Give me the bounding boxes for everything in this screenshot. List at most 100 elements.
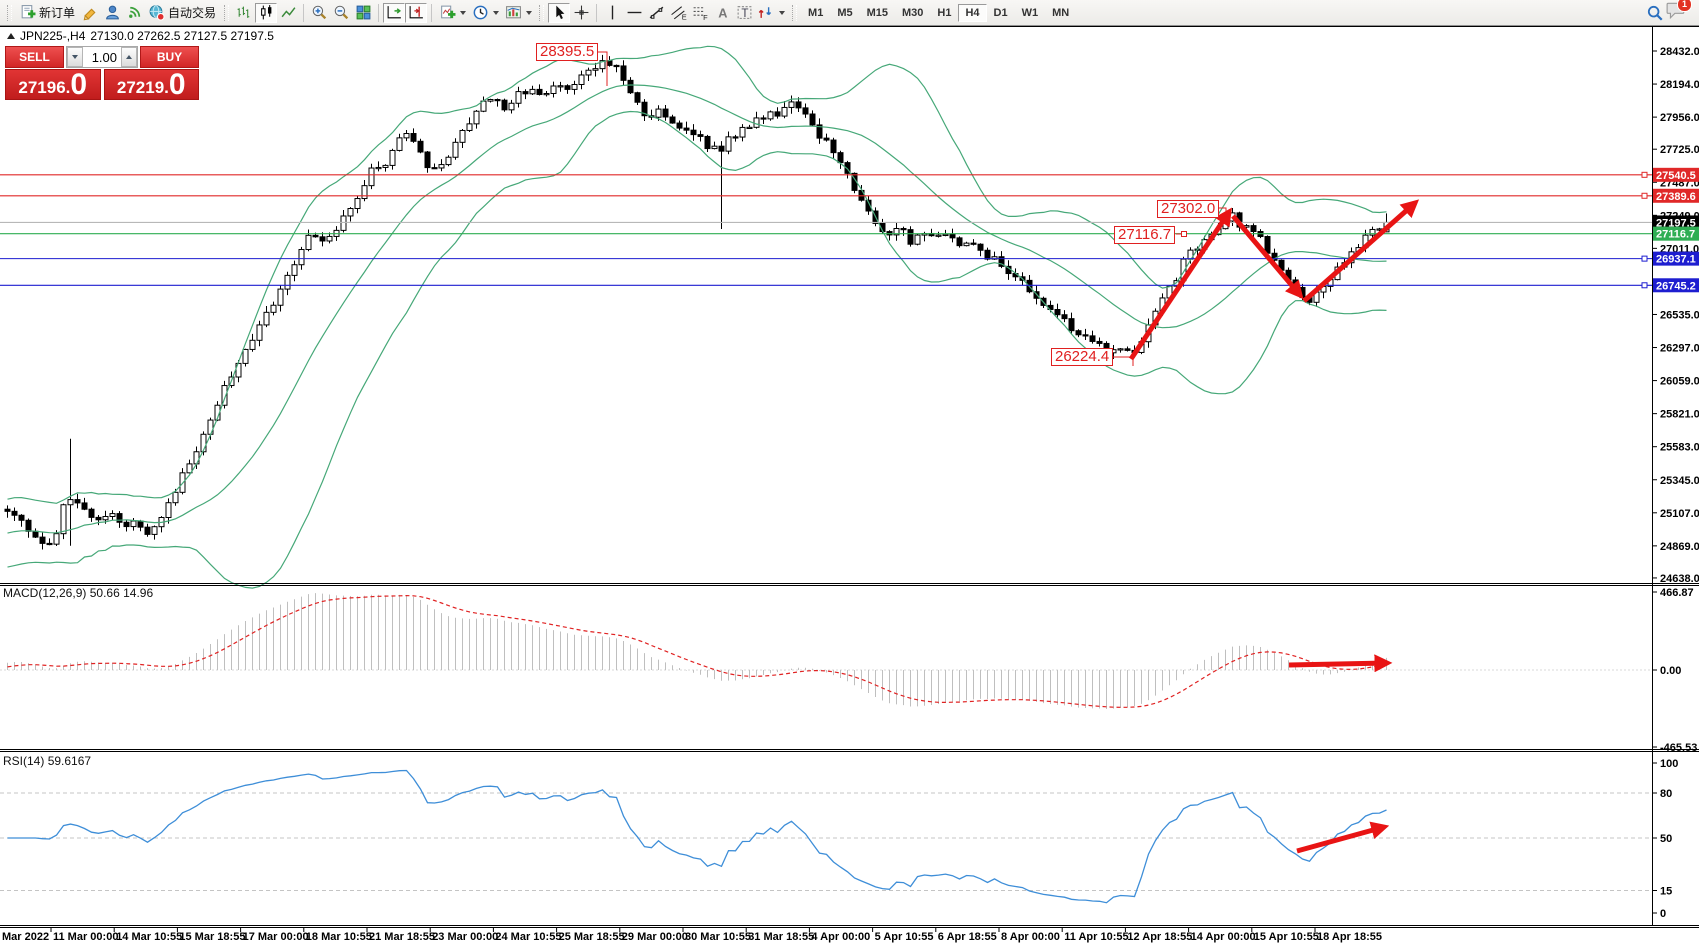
candle-down — [88, 508, 95, 518]
horizontal-levels[interactable] — [0, 171, 1652, 289]
buy-button[interactable]: BUY — [140, 46, 199, 68]
candle-down — [844, 162, 851, 174]
new-order-label[interactable]: 新订单 — [39, 6, 76, 20]
price-badge — [1653, 167, 1699, 182]
timeframe-H1[interactable]: H1 — [937, 6, 952, 19]
new-order-button[interactable] — [16, 3, 38, 23]
price-axis[interactable]: 28432.028194.027956.027725.027487.027249… — [1652, 46, 1699, 585]
volume-increase-button[interactable] — [121, 47, 137, 67]
templates-button[interactable] — [502, 3, 524, 23]
auto-scroll-button[interactable] — [383, 2, 406, 23]
zoom-out-button[interactable] — [330, 3, 352, 23]
level-handle[interactable] — [1641, 255, 1648, 262]
timeframe-M15[interactable]: M15 — [866, 6, 888, 19]
text-label-tool[interactable]: T — [733, 3, 755, 23]
volume-decrease-button[interactable] — [67, 47, 83, 67]
trend-arrow[interactable] — [1128, 207, 1232, 361]
timeframe-D1[interactable]: D1 — [993, 6, 1008, 19]
chart-shift-button[interactable] — [405, 2, 428, 23]
vertical-line-tool[interactable] — [601, 3, 623, 23]
horizontal-line-tool[interactable] — [623, 3, 645, 23]
time-tick-label: 15 Mar 18:55 — [179, 931, 245, 943]
toolbar-drag-handle[interactable] — [7, 4, 12, 21]
fibonacci-tool[interactable]: F — [689, 3, 711, 23]
line-studies-toolbar-handle[interactable] — [539, 4, 545, 21]
arrows-dropdown-caret[interactable] — [779, 10, 786, 15]
price-callout-26224.4[interactable]: 26224.4 — [1051, 348, 1114, 366]
candle-down — [865, 199, 872, 212]
indicators-button[interactable] — [436, 3, 458, 23]
trend-arrow[interactable] — [1231, 214, 1304, 300]
timeframe-H4[interactable]: H4 — [958, 3, 987, 22]
periods-dropdown-caret[interactable] — [493, 10, 500, 15]
profile-button[interactable] — [101, 3, 123, 23]
periods-button[interactable] — [469, 3, 491, 23]
sell-price-int: 27196 — [18, 78, 66, 97]
volume-input[interactable] — [83, 47, 121, 67]
equidistant-channel-tool[interactable]: E — [667, 3, 689, 23]
sell-button[interactable]: SELL — [5, 46, 64, 68]
time-tick-label: 6 Apr 18:55 — [938, 931, 997, 943]
timeframe-W1[interactable]: W1 — [1021, 6, 1039, 19]
signal-button[interactable] — [123, 3, 145, 23]
search-button[interactable] — [1644, 3, 1666, 23]
tile-windows-icon — [356, 5, 370, 20]
candle-down — [683, 127, 690, 131]
indicators-dropdown-caret[interactable] — [460, 10, 467, 15]
timeframes-toolbar-handle[interactable] — [792, 4, 798, 21]
crosshair-button[interactable] — [570, 3, 592, 23]
trend-arrow[interactable] — [1302, 199, 1420, 303]
level-handle[interactable] — [1641, 171, 1648, 178]
price-callout-27302.0[interactable]: 27302.0 — [1157, 200, 1220, 218]
macd-trend-arrow[interactable] — [1288, 654, 1393, 673]
level-handle[interactable] — [1641, 192, 1648, 199]
rsi-trend-arrow[interactable] — [1296, 821, 1390, 854]
timeframe-M1[interactable]: M1 — [808, 6, 824, 19]
bar-chart-type-button[interactable] — [233, 3, 255, 23]
charts-toolbar-handle[interactable] — [224, 4, 230, 21]
zoom-in-button[interactable] — [308, 3, 330, 23]
timeframe-M5[interactable]: M5 — [837, 6, 853, 19]
price-callout-27116.7[interactable]: 27116.7 — [1114, 226, 1176, 244]
zoom-in-icon — [312, 5, 326, 20]
candle-up — [557, 85, 564, 88]
timeframe-M30[interactable]: M30 — [902, 6, 924, 19]
level-handle[interactable] — [1641, 282, 1648, 289]
candle-down — [116, 513, 123, 523]
down-arrow-icon — [72, 55, 78, 59]
trendline-tool[interactable] — [645, 3, 667, 23]
templates-dropdown-caret[interactable] — [526, 10, 533, 15]
time-tick-label: 8 Apr 00:00 — [1001, 931, 1060, 943]
arrows-tool[interactable] — [755, 3, 777, 23]
autotrade-button[interactable] — [145, 3, 167, 23]
price-callout-28395.5[interactable]: 28395.5 — [536, 43, 599, 61]
cursor-button[interactable] — [548, 2, 571, 23]
candle-up — [935, 234, 942, 237]
candlestick-type-button[interactable] — [255, 2, 278, 23]
notifications-button[interactable]: 1 — [1666, 0, 1692, 24]
tile-windows-button[interactable] — [352, 3, 374, 23]
candle-down — [32, 530, 39, 538]
candle-down — [1124, 348, 1131, 351]
candle-up — [256, 324, 263, 341]
callout-anchor-handle[interactable] — [1181, 231, 1187, 237]
candlestick-icon — [260, 5, 271, 20]
sell-price-display[interactable]: 27196. 0 — [5, 69, 101, 100]
timeframe-MN[interactable]: MN — [1052, 6, 1070, 19]
crayon-button[interactable] — [79, 3, 101, 23]
candle-up — [473, 110, 480, 125]
candle-up — [466, 123, 473, 131]
vertical-line-icon — [611, 5, 613, 20]
buy-price-display[interactable]: 27219. 0 — [103, 69, 199, 100]
annotations-layer[interactable] — [598, 51, 1420, 854]
autotrade-label[interactable]: 自动交易 — [168, 6, 217, 20]
text-tool[interactable]: A — [711, 3, 733, 23]
candle-down — [907, 229, 914, 245]
candle-down — [900, 227, 907, 231]
add-indicator-icon — [440, 5, 455, 19]
collapse-triangle-icon[interactable] — [7, 33, 15, 39]
line-chart-type-button[interactable] — [277, 3, 299, 23]
price-badge-label: 27116.7 — [1656, 229, 1695, 241]
